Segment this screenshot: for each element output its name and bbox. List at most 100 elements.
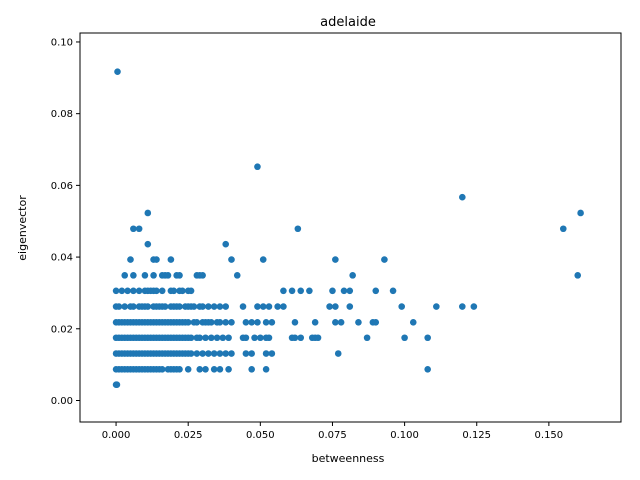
- y-axis-label: eigenvector: [16, 195, 29, 261]
- scatter-point: [202, 334, 209, 342]
- x-tick-label: 0.150: [535, 430, 564, 441]
- scatter-point: [409, 319, 417, 326]
- scatter-point: [349, 272, 356, 279]
- scatter-point: [239, 303, 247, 310]
- x-tick-label: 0.100: [390, 430, 419, 441]
- scatter-point: [311, 319, 319, 326]
- scatter-point: [326, 303, 333, 310]
- y-axis-ticks: 0.00 0.02 0.04 0.06 0.08 0.10: [51, 37, 80, 407]
- scatter-point: [130, 287, 137, 295]
- scatter-point: [130, 225, 137, 233]
- scatter-point: [233, 272, 241, 279]
- chart-title: adelaide: [320, 15, 376, 30]
- scatter-point: [219, 334, 227, 342]
- scatter-point: [210, 303, 218, 310]
- scatter-point: [280, 303, 287, 310]
- scatter-point: [228, 319, 235, 326]
- scatter-point: [222, 240, 230, 248]
- scatter-point: [228, 350, 235, 357]
- scatter-point: [372, 287, 380, 295]
- points-layer: [112, 68, 584, 389]
- y-tick-label: 0.04: [51, 253, 73, 264]
- scatter-point: [355, 319, 362, 326]
- scatter-point: [112, 287, 120, 295]
- scatter-point: [259, 256, 267, 263]
- scatter-point: [470, 303, 478, 310]
- scatter-point: [306, 287, 313, 295]
- scatter-point: [176, 303, 183, 310]
- scatter-point: [577, 209, 584, 217]
- scatter-point: [242, 334, 250, 342]
- scatter-point: [121, 272, 129, 279]
- scatter-point: [124, 287, 131, 295]
- scatter-point: [332, 256, 339, 263]
- scatter-point: [193, 319, 201, 326]
- scatter-point: [294, 225, 302, 233]
- scatter-point: [184, 319, 192, 326]
- scatter-point: [114, 68, 121, 76]
- scatter-point: [153, 287, 160, 295]
- scatter-point: [433, 303, 440, 310]
- scatter-point: [254, 319, 261, 326]
- scatter-point: [372, 319, 380, 326]
- scatter-point: [337, 319, 345, 326]
- scatter-point: [398, 303, 406, 310]
- scatter-point: [118, 287, 126, 295]
- scatter-point: [280, 287, 287, 295]
- scatter-point: [179, 287, 186, 295]
- x-tick-label: 0.000: [102, 430, 131, 441]
- scatter-point: [424, 334, 431, 342]
- scatter-point: [176, 272, 183, 279]
- scatter-point: [225, 334, 232, 342]
- scatter-point: [199, 272, 206, 279]
- y-tick-label: 0.02: [51, 324, 73, 335]
- x-axis-ticks: 0.000 0.025 0.050 0.075 0.100 0.125 0.150: [102, 422, 563, 441]
- scatter-point: [401, 334, 408, 342]
- scatter-point: [222, 319, 230, 326]
- scatter-point: [216, 350, 224, 357]
- scatter-point: [574, 272, 582, 279]
- scatter-point: [135, 225, 143, 233]
- scatter-point: [262, 350, 270, 357]
- scatter-point: [288, 287, 296, 295]
- scatter-point: [216, 366, 224, 373]
- scatter-point: [167, 256, 175, 263]
- scatter-point: [329, 287, 336, 295]
- scatter-point: [389, 287, 397, 295]
- scatter-point: [196, 334, 204, 342]
- scatter-point: [225, 366, 232, 373]
- y-tick-label: 0.06: [51, 181, 73, 192]
- scatter-point: [248, 319, 255, 326]
- scatter-point: [144, 240, 152, 248]
- scatter-point: [242, 350, 250, 357]
- y-tick-label: 0.00: [51, 396, 73, 407]
- x-tick-label: 0.125: [462, 430, 491, 441]
- scatter-point: [202, 366, 209, 373]
- scatter-point: [210, 350, 218, 357]
- scatter-point: [199, 350, 206, 357]
- scatter-point: [248, 366, 255, 373]
- scatter-point: [459, 193, 466, 201]
- scatter-point: [121, 303, 129, 310]
- scatter-point: [207, 334, 215, 342]
- scatter-point: [135, 287, 143, 295]
- scatter-point: [199, 303, 206, 310]
- scatter-point: [158, 287, 166, 295]
- scatter-point: [254, 303, 261, 310]
- scatter-point: [268, 319, 276, 326]
- scatter-point: [205, 303, 212, 310]
- scatter-point: [115, 303, 123, 310]
- scatter-point: [130, 303, 137, 310]
- scatter-point: [207, 319, 215, 326]
- plot-frame: [79, 32, 622, 423]
- scatter-point: [170, 287, 178, 295]
- scatter-point: [346, 303, 354, 310]
- scatter-point: [130, 272, 137, 279]
- scatter-point: [297, 287, 305, 295]
- scatter-point: [141, 272, 149, 279]
- scatter-point: [187, 334, 195, 342]
- scatter-point: [381, 256, 388, 263]
- scatter-point: [228, 256, 235, 263]
- scatter-point: [193, 350, 201, 357]
